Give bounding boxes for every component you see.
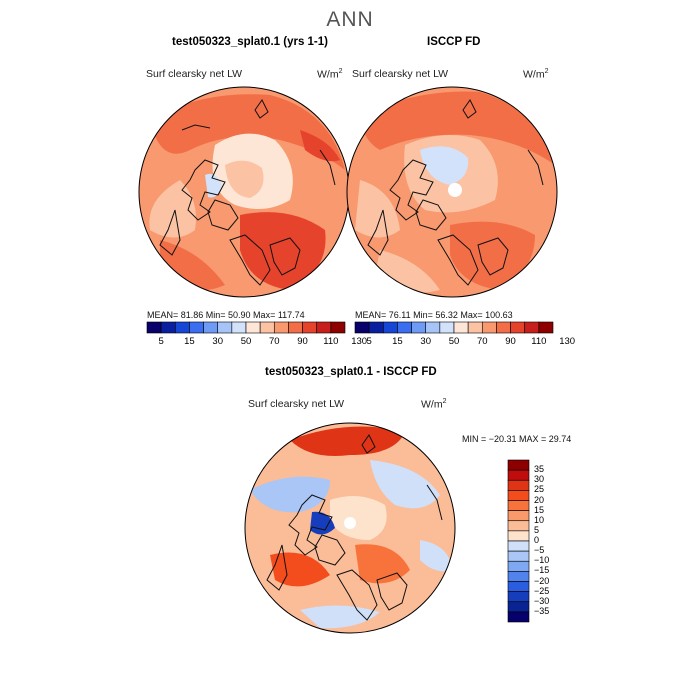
difference-colorbar-swatch: [507, 490, 530, 501]
right-colorbar-tick: 90: [505, 336, 516, 347]
left-colorbar-swatch: [160, 321, 176, 334]
difference-units-label: W/m2: [421, 398, 447, 411]
right-panel-title: ISCCP FD: [427, 36, 481, 48]
left-stats: MEAN= 81.86 Min= 50.90 Max= 117.74: [147, 310, 305, 320]
difference-colorbar-tick: −25: [534, 585, 550, 596]
left-colorbar-swatch: [288, 321, 303, 334]
right-colorbar-swatch: [524, 321, 540, 334]
left-colorbar-swatch: [231, 321, 247, 334]
right-colorbar-swatch: [411, 321, 427, 334]
difference-colorbar-tick: 15: [534, 504, 545, 515]
right-coastlines: [367, 99, 544, 286]
right-colorbar-swatch: [382, 321, 398, 334]
page-title: ANN: [326, 8, 374, 31]
right-colorbar-tick: 30: [420, 336, 431, 347]
difference-colorbar-swatch: [507, 500, 530, 511]
difference-colorbar-tick: 0: [534, 535, 540, 545]
difference-colorbar-tick: 25: [534, 484, 545, 495]
difference-colorbar-tick: −15: [534, 565, 550, 576]
right-units-label: W/m2: [523, 68, 549, 81]
difference-coastlines: [266, 434, 443, 621]
left-colorbar-swatch: [245, 321, 261, 334]
left-colorbar-tick: 5: [158, 336, 164, 347]
right-colorbar-swatch: [453, 321, 469, 334]
left-variable-label: Surf clearsky net LW: [146, 68, 243, 80]
left-colorbar-swatch: [217, 321, 233, 334]
left-colorbar-swatch: [189, 321, 204, 334]
difference-colorbar-swatch: [507, 479, 530, 491]
difference-colorbar-swatch: [507, 469, 530, 481]
difference-colorbar-swatch: [507, 550, 530, 562]
difference-variable-label: Surf clearsky net LW: [248, 398, 345, 410]
left-colorbar-tick: 15: [184, 336, 195, 347]
left-colorbar-swatch: [316, 321, 332, 334]
left-colorbar-swatch: [330, 321, 346, 334]
right-colorbar-swatch: [354, 321, 370, 334]
difference-colorbar-swatch: [507, 530, 530, 542]
right-variable-label: Surf clearsky net LW: [352, 68, 449, 80]
left-colorbar-tick: 130: [351, 336, 368, 347]
difference-colorbar-tick: 35: [534, 464, 545, 475]
difference-colorbar-tick: −5: [534, 545, 545, 556]
right-colorbar-swatch: [510, 321, 526, 334]
difference-colorbar-tick: 5: [534, 524, 540, 535]
difference-colorbar-tick: −20: [534, 575, 550, 586]
left-coastlines: [159, 99, 336, 286]
right-colorbar-swatch: [368, 321, 384, 334]
difference-colorbar-tick: 10: [534, 514, 545, 525]
difference-stats: MIN = −20.31 MAX = 29.74: [462, 434, 572, 444]
left-colorbar-tick: 70: [268, 336, 280, 347]
left-colorbar-tick: 50: [240, 336, 252, 347]
difference-colorbar-tick: −30: [534, 595, 550, 606]
right-colorbar-tick: 15: [392, 336, 403, 347]
difference-colorbar-swatch: [507, 601, 530, 613]
right-colorbar-swatch: [467, 321, 483, 334]
left-colorbar-tick: 110: [323, 336, 339, 347]
left-colorbar: [146, 321, 346, 334]
difference-colorbar-swatch: [507, 560, 530, 572]
difference-colorbar-tick: −10: [534, 555, 550, 566]
difference-polar-map: [245, 423, 455, 633]
difference-colorbar-swatch: [507, 571, 530, 582]
difference-colorbar-swatch: [507, 520, 530, 532]
difference-colorbar-tick: −35: [534, 605, 550, 616]
right-colorbar-swatch: [481, 321, 497, 334]
right-colorbar-tick: 130: [559, 336, 576, 347]
left-colorbar-swatch: [203, 321, 219, 334]
difference-colorbar-swatch: [507, 591, 530, 603]
difference-colorbar-swatch: [507, 611, 530, 623]
left-units-label: W/m2: [317, 68, 343, 81]
left-colorbar-swatch: [259, 321, 275, 334]
left-colorbar-swatch: [174, 321, 190, 334]
right-colorbar: [354, 321, 554, 334]
right-stats: MEAN= 76.11 Min= 56.32 Max= 100.63: [355, 310, 513, 320]
left-colorbar-swatch: [302, 321, 318, 334]
left-panel-title: test050323_splat0.1 (yrs 1-1): [172, 36, 328, 48]
difference-colorbar-tick: 20: [534, 494, 545, 505]
right-polar-map: [347, 87, 557, 297]
right-colorbar-tick: 50: [448, 336, 460, 347]
right-colorbar-tick: 110: [531, 336, 547, 347]
left-polar-map: [139, 87, 349, 297]
right-colorbar-swatch: [496, 321, 511, 334]
left-colorbar-swatch: [146, 321, 162, 334]
difference-colorbar: [507, 459, 530, 623]
right-colorbar-swatch: [439, 321, 455, 334]
difference-colorbar-swatch: [507, 510, 530, 522]
right-colorbar-tick: 70: [476, 336, 488, 347]
right-colorbar-tick: 5: [366, 336, 372, 347]
left-colorbar-tick: 30: [212, 336, 223, 347]
difference-colorbar-swatch: [507, 540, 530, 552]
difference-panel-title: test050323_splat0.1 - ISCCP FD: [265, 366, 437, 378]
left-colorbar-swatch: [273, 321, 289, 334]
right-colorbar-swatch: [425, 321, 441, 334]
left-colorbar-tick: 90: [297, 336, 308, 347]
difference-colorbar-swatch: [507, 459, 530, 471]
right-colorbar-swatch: [538, 321, 554, 334]
right-colorbar-swatch: [397, 321, 412, 334]
difference-colorbar-tick: 30: [534, 474, 545, 485]
difference-colorbar-swatch: [507, 581, 530, 592]
